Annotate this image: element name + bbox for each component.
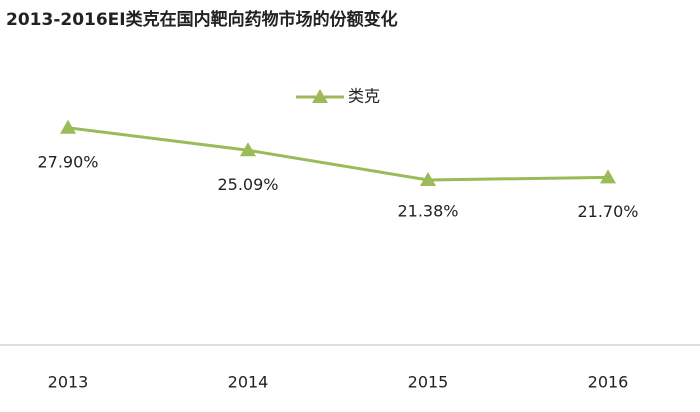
x-tick-label: 2015 [408,373,449,392]
data-label: 25.09% [217,175,278,194]
legend-label: 类克 [348,87,380,106]
legend-marker [312,89,328,103]
data-label: 21.70% [577,202,638,221]
x-tick-label: 2016 [588,373,629,392]
marker [240,142,256,157]
x-tick-label: 2014 [228,373,269,392]
marker [60,119,76,134]
data-label: 21.38% [397,201,458,220]
line [67,126,609,182]
marker [420,171,436,186]
data-label: 27.90% [37,152,98,171]
x-tick-label: 2013 [48,373,89,392]
marker [600,169,616,184]
chart-title: 2013-2016EI类克在国内靶向药物市场的份额变化 [6,9,398,30]
